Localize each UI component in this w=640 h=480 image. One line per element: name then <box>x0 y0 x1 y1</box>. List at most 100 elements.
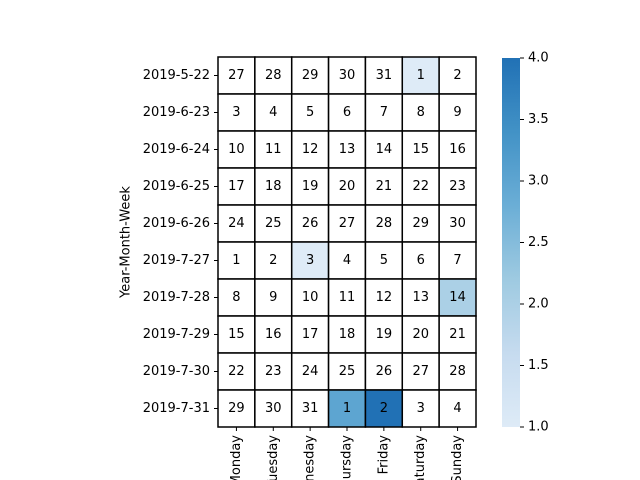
cell-label: 29 <box>412 216 429 231</box>
cell-label: 2 <box>380 401 388 416</box>
empty-cell <box>254 352 293 391</box>
cell-label: 28 <box>265 68 282 83</box>
cell-label: 3 <box>417 401 425 416</box>
cell-label: 23 <box>265 364 282 379</box>
colorbar-tick-label: 1.0 <box>528 420 549 435</box>
empty-cell <box>254 389 293 428</box>
cell-label: 16 <box>265 327 282 342</box>
cell-label: 27 <box>228 68 245 83</box>
cell-label: 29 <box>228 401 245 416</box>
empty-cell <box>290 130 330 169</box>
cell-label: 27 <box>339 216 356 231</box>
empty-cell <box>217 389 256 428</box>
cell-label: 22 <box>412 179 429 194</box>
cell-label: 30 <box>265 401 282 416</box>
cell-label: 17 <box>228 179 245 194</box>
empty-cell <box>290 389 330 428</box>
empty-cell <box>401 315 440 354</box>
empty-cell <box>438 56 477 95</box>
empty-cell <box>438 130 477 169</box>
x-tick-label: Sunday <box>450 435 465 480</box>
cell-label: 15 <box>412 142 429 157</box>
cell-label: 3 <box>306 253 314 268</box>
cell-label: 28 <box>376 216 393 231</box>
cell-label: 1 <box>417 68 425 83</box>
cell-label: 11 <box>265 142 282 157</box>
cell-label: 21 <box>449 327 466 342</box>
empty-cell <box>438 93 477 132</box>
cell-label: 6 <box>343 105 351 120</box>
colorbar-tick-label: 3.0 <box>528 174 549 189</box>
empty-cell <box>254 130 293 169</box>
empty-cell <box>364 130 404 169</box>
cell-label: 22 <box>228 364 245 379</box>
cell-label: 31 <box>376 68 393 83</box>
cell-label: 25 <box>339 364 356 379</box>
empty-cell <box>438 352 477 391</box>
cell-label: 28 <box>449 364 466 379</box>
cell-label: 21 <box>376 179 393 194</box>
empty-cell <box>401 167 440 206</box>
y-tick-label: 2019-6-24 <box>143 142 210 157</box>
colorbar-tick-label: 4.0 <box>528 51 549 66</box>
cell-label: 12 <box>376 290 393 305</box>
empty-cell <box>364 278 404 317</box>
cell-label: 17 <box>302 327 319 342</box>
cell-label: 20 <box>339 179 356 194</box>
y-tick-label: 2019-6-25 <box>143 179 210 194</box>
x-tick-label: Wednesday <box>303 435 318 480</box>
cell-label: 16 <box>449 142 466 157</box>
cell-label: 4 <box>269 105 277 120</box>
cell-label: 19 <box>376 327 393 342</box>
cell <box>290 241 330 280</box>
cell-label: 7 <box>380 105 388 120</box>
cell-label: 2 <box>269 253 277 268</box>
y-tick-label: 2019-7-28 <box>143 290 210 305</box>
cell-label: 4 <box>343 253 351 268</box>
cell-label: 26 <box>376 364 393 379</box>
cell-label: 30 <box>339 68 356 83</box>
x-tick-label: Thursday <box>340 435 355 480</box>
cell-label: 25 <box>265 216 282 231</box>
cell-label: 1 <box>232 253 240 268</box>
colorbar-tick-label: 3.5 <box>528 112 549 127</box>
y-tick-label: 2019-6-26 <box>143 216 210 231</box>
empty-cell <box>217 278 256 317</box>
cell-label: 10 <box>228 142 245 157</box>
cell-label: 8 <box>232 290 240 305</box>
cell-label: 14 <box>376 142 393 157</box>
empty-cell <box>364 315 404 354</box>
colorbar-tick-label: 2.0 <box>528 297 549 312</box>
x-tick-label: Tuesday <box>266 435 281 480</box>
colorbar-tick-label: 2.5 <box>528 235 549 250</box>
y-tick-label: 2019-6-23 <box>143 105 210 120</box>
cell-label: 23 <box>449 179 466 194</box>
cell-label: 11 <box>339 290 356 305</box>
cell-label: 18 <box>265 179 282 194</box>
cell-label: 9 <box>269 290 277 305</box>
cell-label: 18 <box>339 327 356 342</box>
empty-cell <box>217 130 256 169</box>
cell-label: 31 <box>302 401 319 416</box>
cell-label: 29 <box>302 68 319 83</box>
cell-label: 26 <box>302 216 319 231</box>
cell-label: 13 <box>412 290 429 305</box>
cell-label: 2 <box>453 68 461 83</box>
y-tick-label: 2019-7-27 <box>143 253 210 268</box>
empty-cell <box>290 167 330 206</box>
cell-label: 15 <box>228 327 245 342</box>
empty-cell <box>254 56 293 95</box>
cell-label: 20 <box>412 327 429 342</box>
empty-cell <box>217 167 256 206</box>
cell-label: 8 <box>417 105 425 120</box>
cell-label: 27 <box>412 364 429 379</box>
empty-cell <box>364 241 404 280</box>
cell-label: 6 <box>417 253 425 268</box>
cell-label: 12 <box>302 142 319 157</box>
empty-cell <box>364 352 404 391</box>
x-tick-label: Saturday <box>413 435 428 480</box>
x-tick-label: Friday <box>376 435 391 475</box>
cell-label: 24 <box>228 216 245 231</box>
empty-cell <box>327 352 367 391</box>
